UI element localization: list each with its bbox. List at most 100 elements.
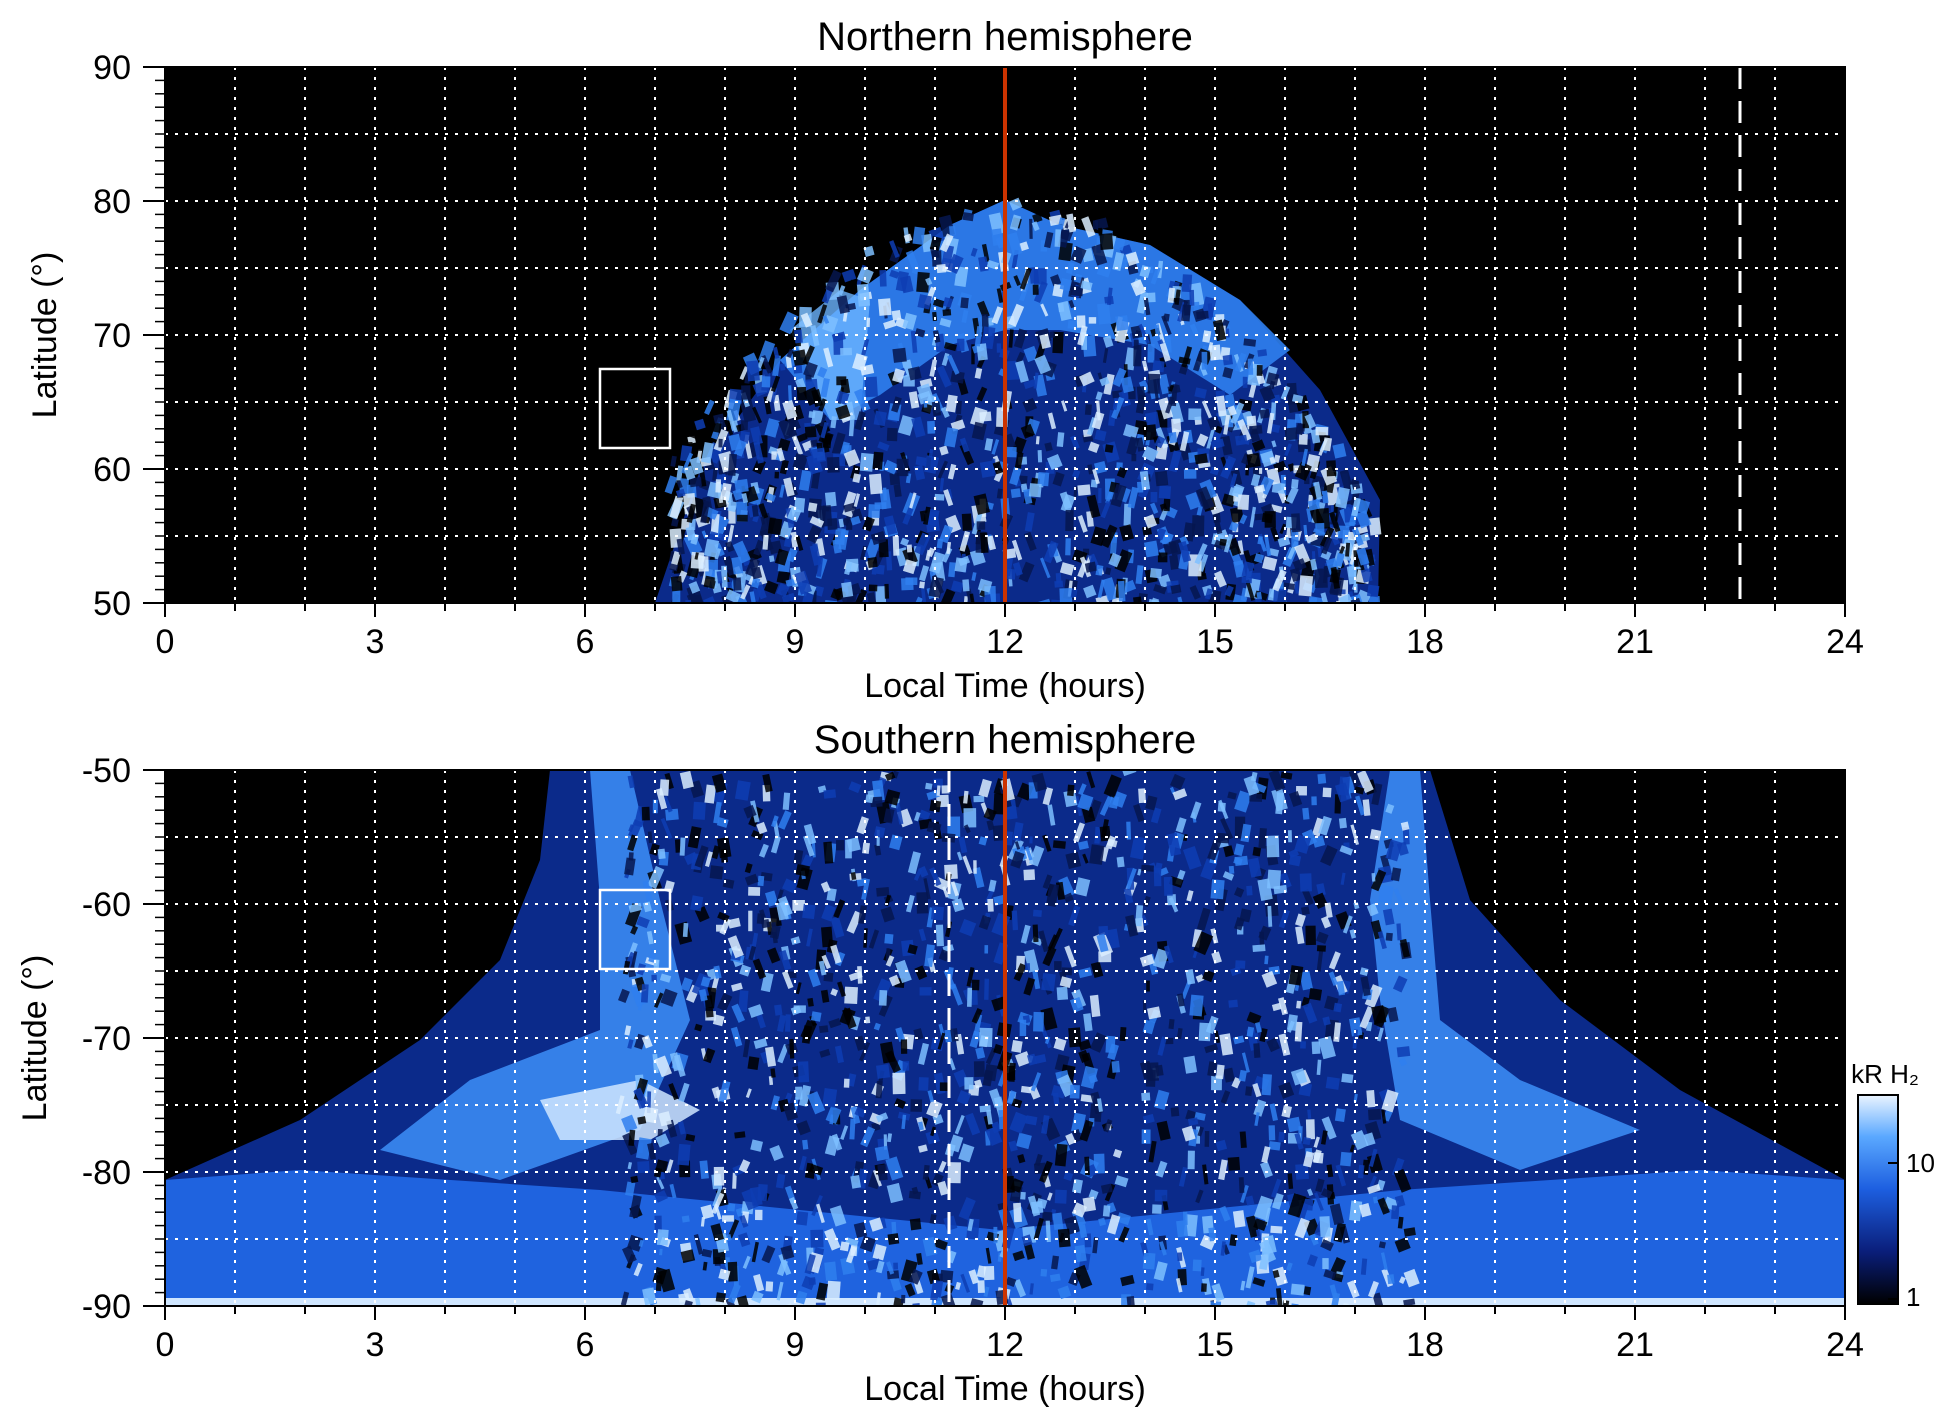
speckle (1074, 877, 1091, 897)
speckle (1010, 488, 1021, 499)
speckle (681, 1300, 693, 1306)
speckle (842, 1007, 857, 1029)
speckle (908, 391, 920, 409)
speckle (1294, 1132, 1304, 1150)
speckle (1067, 784, 1075, 797)
speckle (830, 588, 842, 601)
speckle (649, 843, 660, 856)
speckle (1351, 497, 1361, 517)
speckle (802, 345, 815, 365)
speckle (895, 959, 912, 984)
speckle (764, 580, 779, 595)
speckle (1159, 342, 1171, 362)
speckle (767, 517, 783, 535)
speckle (1284, 427, 1298, 441)
speckle (1324, 902, 1333, 919)
colorbar-tick-label-1: 1 (1906, 1282, 1920, 1312)
speckle (751, 1290, 764, 1304)
speckle (1084, 561, 1097, 573)
speckle (830, 944, 842, 964)
speckle (713, 1166, 725, 1186)
speckle (1097, 1098, 1103, 1112)
speckle (721, 565, 728, 588)
speckle (859, 452, 874, 472)
speckle (943, 341, 957, 352)
y-axis-label-north: Latitude (°) (26, 252, 64, 419)
speckle (955, 400, 962, 415)
speckle (1253, 1043, 1261, 1058)
speckle (1084, 1156, 1090, 1176)
speckle (1323, 1269, 1337, 1280)
speckle (678, 1082, 690, 1103)
speckle (925, 782, 933, 790)
speckle (971, 344, 975, 365)
speckle (1369, 1148, 1378, 1167)
speckle (1143, 297, 1151, 316)
speckle (803, 361, 818, 378)
speckle (950, 370, 965, 384)
speckle (687, 826, 702, 849)
speckle (739, 430, 750, 444)
speckle (900, 537, 910, 547)
speckle (718, 438, 723, 448)
speckle (780, 1245, 795, 1260)
speckle (1152, 948, 1170, 969)
speckle (1176, 1278, 1183, 1293)
speckle (901, 1114, 907, 1130)
speckle (892, 535, 900, 556)
speckle (1266, 1037, 1280, 1053)
speckle (973, 860, 977, 874)
speckle (845, 1245, 857, 1264)
x-tick-label-north: 21 (1616, 623, 1654, 661)
speckle (1234, 887, 1245, 898)
speckle (1287, 1173, 1294, 1190)
speckle (1102, 348, 1109, 364)
speckle (1222, 366, 1234, 379)
speckle (1267, 905, 1273, 927)
speckle (970, 247, 978, 257)
speckle (1367, 1183, 1381, 1194)
speckle (991, 996, 1007, 1012)
speckle (1240, 1184, 1249, 1204)
speckle (878, 539, 889, 558)
speckle (1234, 790, 1252, 813)
speckle (800, 1019, 818, 1041)
speckle (760, 516, 766, 525)
speckle (809, 515, 825, 528)
speckle (827, 456, 840, 473)
speckle (1219, 1205, 1231, 1222)
speckle (886, 427, 898, 442)
speckle (879, 270, 887, 287)
speckle (666, 1159, 674, 1173)
speckle (840, 1125, 849, 1140)
speckle (891, 396, 902, 413)
speckle (951, 898, 965, 913)
speckle (664, 475, 678, 495)
speckle (981, 243, 990, 263)
speckle (1093, 1153, 1105, 1174)
speckle (850, 1175, 862, 1189)
speckle (1304, 413, 1317, 429)
speckle (920, 585, 927, 603)
speckle (1314, 1192, 1324, 1211)
speckle (1264, 534, 1272, 557)
speckle (860, 1126, 876, 1148)
speckle (910, 330, 918, 353)
speckle (891, 309, 902, 321)
speckle (739, 1215, 749, 1228)
speckle (1054, 229, 1062, 247)
speckle (678, 1292, 690, 1303)
speckle (1029, 218, 1033, 239)
speckle (1174, 289, 1181, 305)
speckle (713, 801, 722, 824)
speckle (715, 479, 722, 493)
speckle (1052, 1212, 1064, 1231)
speckle (1214, 570, 1227, 588)
speckle (1381, 1109, 1387, 1124)
speckle (642, 1287, 657, 1306)
speckle (1213, 539, 1229, 552)
speckle (962, 596, 968, 603)
speckle (918, 1144, 928, 1153)
speckle (840, 347, 853, 356)
speckle (1150, 492, 1158, 503)
